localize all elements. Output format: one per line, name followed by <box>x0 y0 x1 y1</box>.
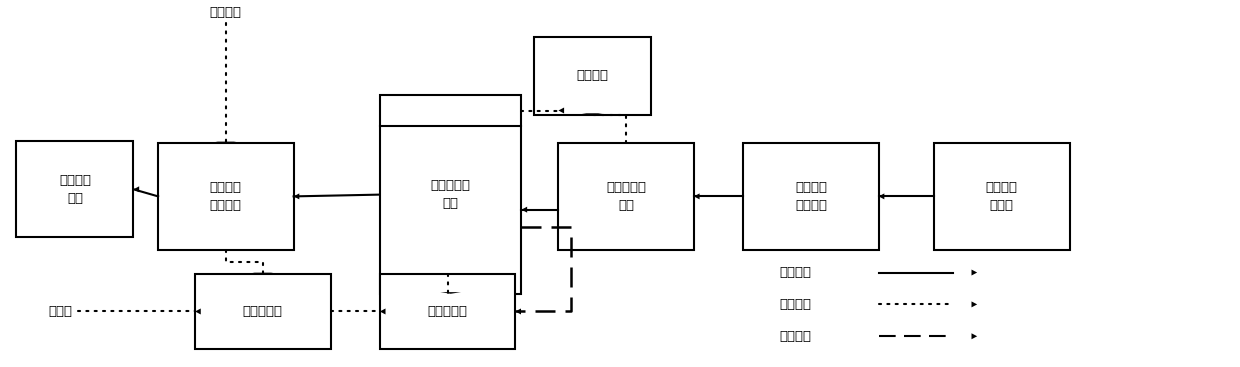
Polygon shape <box>216 142 237 143</box>
Bar <box>379 274 516 349</box>
Text: 脱附烟气: 脱附烟气 <box>779 330 811 343</box>
Text: 加热气体: 加热气体 <box>779 298 811 311</box>
Bar <box>934 143 1070 250</box>
Polygon shape <box>379 309 386 315</box>
Text: 污染土壤: 污染土壤 <box>779 266 811 279</box>
Text: 成品土壤
堆场: 成品土壤 堆场 <box>60 174 91 205</box>
Text: 刮板机输送
系统: 刮板机输送 系统 <box>606 181 646 212</box>
Text: 土壤出料
冷却系统: 土壤出料 冷却系统 <box>210 181 242 212</box>
Polygon shape <box>582 113 603 115</box>
Text: 污染土壤
预处理: 污染土壤 预处理 <box>986 181 1018 212</box>
Polygon shape <box>522 207 527 212</box>
Bar <box>558 143 694 250</box>
Polygon shape <box>971 301 977 308</box>
Polygon shape <box>440 292 461 294</box>
Polygon shape <box>971 333 977 339</box>
Polygon shape <box>879 193 884 199</box>
Bar <box>16 142 134 237</box>
Bar <box>533 37 651 115</box>
Text: 助燃空气: 助燃空气 <box>210 6 242 19</box>
Text: 烟囱排放: 烟囱排放 <box>577 69 609 83</box>
Polygon shape <box>294 193 299 199</box>
Polygon shape <box>694 193 699 199</box>
Polygon shape <box>971 269 977 276</box>
Polygon shape <box>253 273 273 274</box>
Polygon shape <box>558 108 564 113</box>
Text: 天然气: 天然气 <box>48 305 72 318</box>
Text: 间接热脱附
系统: 间接热脱附 系统 <box>430 179 471 210</box>
Polygon shape <box>195 309 201 315</box>
Text: 燃气燃烧室: 燃气燃烧室 <box>243 305 283 318</box>
Polygon shape <box>516 309 521 315</box>
Bar <box>195 274 331 349</box>
Bar <box>743 143 879 250</box>
Text: 尾气焚烧室: 尾气焚烧室 <box>428 305 467 318</box>
Bar <box>159 143 294 250</box>
Text: 进料斗及
称重系统: 进料斗及 称重系统 <box>795 181 827 212</box>
Bar <box>379 95 522 294</box>
Polygon shape <box>134 186 139 192</box>
